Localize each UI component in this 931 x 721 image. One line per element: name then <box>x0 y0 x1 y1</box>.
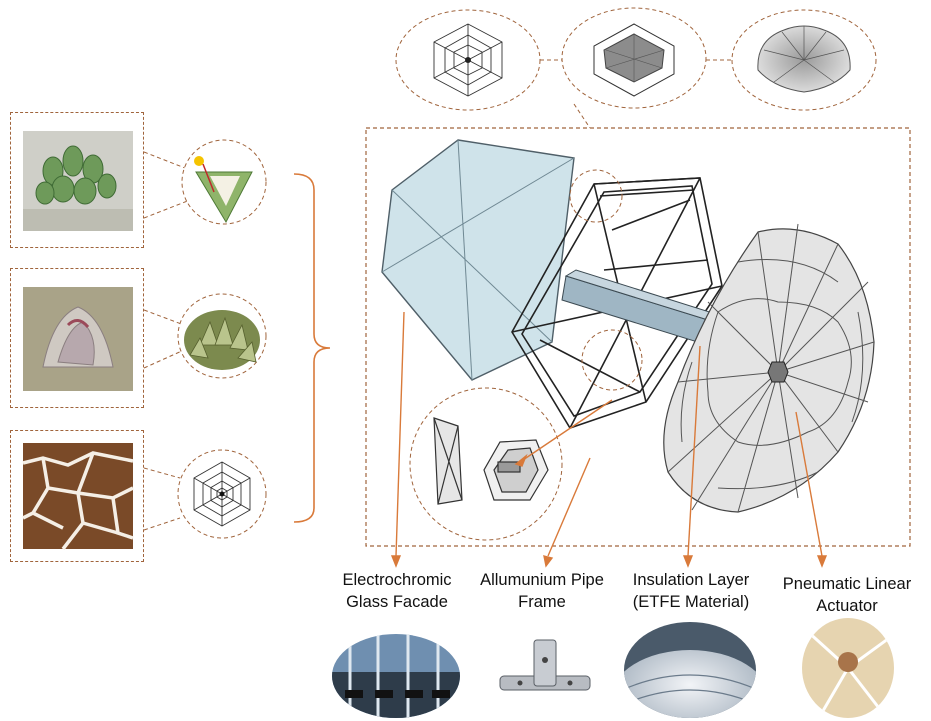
top-ellipse-petal <box>731 9 877 111</box>
hexagon-web-icon <box>177 449 267 539</box>
glass-facade-label-line1: Electrochromic <box>342 571 452 589</box>
actuator-label: Pneumatic Linear Actuator <box>772 573 922 617</box>
dried-plant-photo <box>23 287 133 391</box>
glass-facade-label-line2: Glass Facade <box>346 593 448 611</box>
nature-photo-frame-1 <box>10 112 144 248</box>
top-ellipse-web <box>395 9 541 111</box>
pipe-frame-label: Allumunium Pipe Frame <box>468 569 616 613</box>
nature-photo-frame-2 <box>10 268 144 408</box>
actuator-photo <box>802 618 894 718</box>
insulation-layer-label-line1: Insulation Layer <box>632 571 750 589</box>
glass-facade-label: Electrochromic Glass Facade <box>322 569 472 613</box>
glass-facade-photo <box>332 634 460 718</box>
etfe-membrane-petal <box>663 223 875 513</box>
cracked-earth-photo <box>22 443 134 551</box>
connector-lines <box>143 151 191 531</box>
top-ellipse-tent <box>561 7 707 109</box>
pipe-frame-label-line2: Frame <box>518 593 566 611</box>
insulation-layer-label: Insulation Layer (ETFE Material) <box>622 569 760 613</box>
actuator-label-line1: Pneumatic Linear <box>782 575 912 593</box>
leaf-section-circle <box>181 139 267 225</box>
plant-closeup-circle <box>177 293 267 379</box>
callout-arrows <box>390 311 828 568</box>
etfe-dome-photo <box>624 622 756 718</box>
nature-photo-frame-3 <box>10 430 144 562</box>
pipe-connector-photo <box>499 639 591 691</box>
insulation-layer-label-line2: (ETFE Material) <box>632 593 750 611</box>
glass-facade-panel <box>381 139 575 381</box>
pipe-frame-label-line1: Allumunium Pipe <box>480 571 604 589</box>
actuator-label-line2: Actuator <box>816 597 878 615</box>
joint-detail-circle <box>409 387 563 541</box>
central-strut <box>561 269 718 345</box>
aluminium-pipe-frame <box>511 177 723 429</box>
grouping-bracket <box>293 173 331 523</box>
assembly-frame <box>365 127 911 547</box>
succulent-photo <box>23 131 133 231</box>
